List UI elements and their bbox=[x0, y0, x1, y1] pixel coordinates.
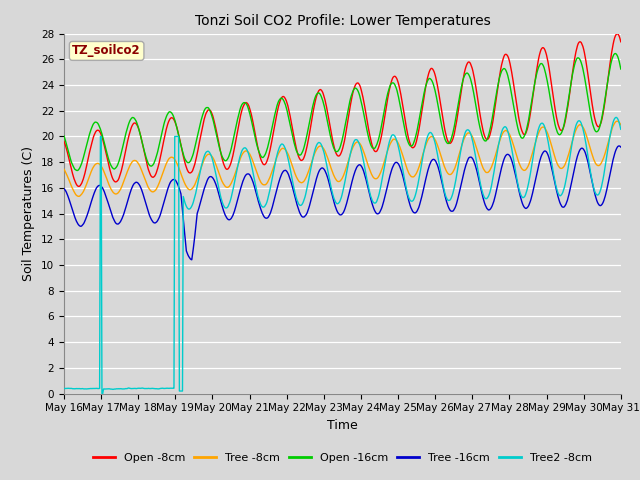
X-axis label: Time: Time bbox=[327, 419, 358, 432]
Y-axis label: Soil Temperatures (C): Soil Temperatures (C) bbox=[22, 146, 35, 281]
Title: Tonzi Soil CO2 Profile: Lower Temperatures: Tonzi Soil CO2 Profile: Lower Temperatur… bbox=[195, 14, 490, 28]
Legend: Open -8cm, Tree -8cm, Open -16cm, Tree -16cm, Tree2 -8cm: Open -8cm, Tree -8cm, Open -16cm, Tree -… bbox=[88, 448, 596, 467]
Text: TZ_soilco2: TZ_soilco2 bbox=[72, 44, 141, 58]
